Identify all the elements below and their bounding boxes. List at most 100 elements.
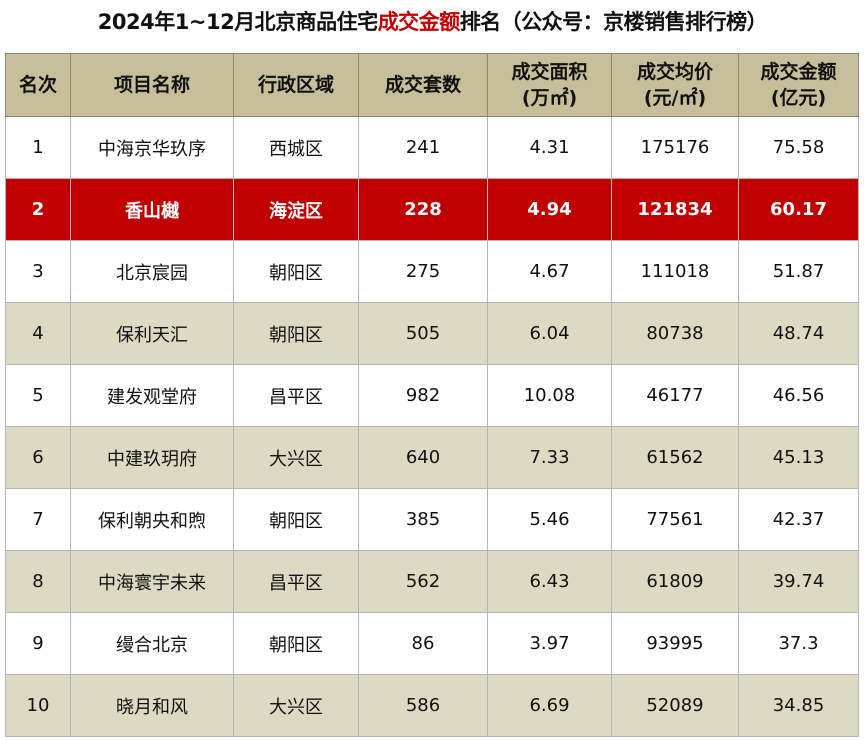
column-header-district: 行政区域	[233, 53, 359, 117]
cell-units-sold: 586	[358, 674, 488, 737]
cell-units-sold: 86	[358, 612, 488, 675]
cell-total-amount: 48.74	[738, 302, 859, 365]
cell-project-name: 缦合北京	[70, 612, 234, 675]
cell-avg-price: 61562	[611, 426, 739, 489]
column-header-label: 名次	[18, 74, 57, 96]
cell-units-sold: 385	[358, 488, 488, 551]
cell-district: 昌平区	[233, 364, 359, 427]
title-highlight: 成交金额	[377, 10, 461, 34]
column-header-avg-price: 成交均价 (元/㎡)	[611, 53, 739, 117]
cell-area: 4.31	[487, 116, 612, 179]
cell-avg-price: 111018	[611, 240, 739, 303]
cell-total-amount: 51.87	[738, 240, 859, 303]
table-row: 10 晓月和风 大兴区 586 6.69 52089 34.85	[5, 674, 859, 737]
column-header-unit: (万㎡)	[521, 87, 578, 109]
cell-avg-price: 93995	[611, 612, 739, 675]
cell-district: 朝阳区	[233, 612, 359, 675]
cell-total-amount: 39.74	[738, 550, 859, 613]
cell-project-name: 晓月和风	[70, 674, 234, 737]
column-header-unit: (亿元)	[770, 87, 827, 109]
cell-units-sold: 640	[358, 426, 488, 489]
column-header-project-name: 项目名称	[70, 53, 234, 117]
cell-district: 大兴区	[233, 674, 359, 737]
cell-total-amount: 34.85	[738, 674, 859, 737]
cell-rank: 8	[5, 550, 71, 613]
column-header-label: 成交金额	[760, 61, 837, 83]
page-title: 2024年1~12月北京商品住宅成交金额排名（公众号：京楼销售排行榜）	[0, 6, 865, 36]
table-row: 7 保利朝央和煦 朝阳区 385 5.46 77561 42.37	[5, 488, 859, 551]
table-row: 6 中建玖玥府 大兴区 640 7.33 61562 45.13	[5, 426, 859, 489]
cell-district: 朝阳区	[233, 240, 359, 303]
table-row: 9 缦合北京 朝阳区 86 3.97 93995 37.3	[5, 612, 859, 675]
cell-rank: 5	[5, 364, 71, 427]
table-row: 3 北京宸园 朝阳区 275 4.67 111018 51.87	[5, 240, 859, 303]
cell-project-name: 中海京华玖序	[70, 116, 234, 179]
cell-area: 5.46	[487, 488, 612, 551]
cell-avg-price: 175176	[611, 116, 739, 179]
cell-project-name: 保利天汇	[70, 302, 234, 365]
cell-rank: 6	[5, 426, 71, 489]
cell-total-amount: 42.37	[738, 488, 859, 551]
cell-district: 大兴区	[233, 426, 359, 489]
cell-district: 朝阳区	[233, 488, 359, 551]
column-header-rank: 名次	[5, 53, 71, 117]
table-header-row: 名次 项目名称 行政区域 成交套数 成交面积 (万㎡) 成交均价 (元/㎡) 成交金额 (亿元)	[5, 53, 859, 117]
cell-rank: 10	[5, 674, 71, 737]
column-header-unit: (元/㎡)	[643, 87, 707, 109]
cell-units-sold: 275	[358, 240, 488, 303]
cell-units-sold: 505	[358, 302, 488, 365]
cell-avg-price: 121834	[611, 178, 739, 241]
column-header-label: 成交面积	[511, 61, 588, 83]
cell-units-sold: 228	[358, 178, 488, 241]
cell-avg-price: 80738	[611, 302, 739, 365]
cell-area: 6.04	[487, 302, 612, 365]
cell-units-sold: 982	[358, 364, 488, 427]
cell-district: 朝阳区	[233, 302, 359, 365]
cell-rank: 1	[5, 116, 71, 179]
cell-area: 4.94	[487, 178, 612, 241]
cell-project-name: 建发观堂府	[70, 364, 234, 427]
cell-area: 4.67	[487, 240, 612, 303]
cell-units-sold: 241	[358, 116, 488, 179]
ranking-table: 名次 项目名称 行政区域 成交套数 成交面积 (万㎡) 成交均价 (元/㎡) 成交金额 (亿元) …	[5, 53, 859, 737]
cell-area: 7.33	[487, 426, 612, 489]
cell-total-amount: 37.3	[738, 612, 859, 675]
title-prefix: 2024年1~12月北京商品住宅	[97, 10, 378, 34]
cell-avg-price: 61809	[611, 550, 739, 613]
cell-project-name: 中海寰宇未来	[70, 550, 234, 613]
cell-area: 6.69	[487, 674, 612, 737]
table-row: 2 香山樾 海淀区 228 4.94 121834 60.17	[5, 178, 859, 241]
column-header-label: 成交套数	[384, 74, 461, 96]
cell-district: 海淀区	[233, 178, 359, 241]
cell-area: 3.97	[487, 612, 612, 675]
cell-avg-price: 77561	[611, 488, 739, 551]
cell-total-amount: 60.17	[738, 178, 859, 241]
cell-area: 6.43	[487, 550, 612, 613]
cell-project-name: 保利朝央和煦	[70, 488, 234, 551]
column-header-label: 项目名称	[113, 74, 190, 96]
cell-avg-price: 46177	[611, 364, 739, 427]
cell-project-name: 北京宸园	[70, 240, 234, 303]
title-suffix: 排名（公众号：京楼销售排行榜）	[459, 10, 768, 34]
column-header-label: 成交均价	[636, 61, 713, 83]
cell-units-sold: 562	[358, 550, 488, 613]
table-row: 8 中海寰宇未来 昌平区 562 6.43 61809 39.74	[5, 550, 859, 613]
column-header-area: 成交面积 (万㎡)	[487, 53, 612, 117]
table-row: 4 保利天汇 朝阳区 505 6.04 80738 48.74	[5, 302, 859, 365]
cell-rank: 7	[5, 488, 71, 551]
cell-total-amount: 75.58	[738, 116, 859, 179]
cell-rank: 3	[5, 240, 71, 303]
cell-total-amount: 46.56	[738, 364, 859, 427]
cell-rank: 4	[5, 302, 71, 365]
cell-district: 西城区	[233, 116, 359, 179]
cell-district: 昌平区	[233, 550, 359, 613]
cell-total-amount: 45.13	[738, 426, 859, 489]
table-row: 5 建发观堂府 昌平区 982 10.08 46177 46.56	[5, 364, 859, 427]
cell-project-name: 中建玖玥府	[70, 426, 234, 489]
cell-rank: 9	[5, 612, 71, 675]
cell-area: 10.08	[487, 364, 612, 427]
cell-avg-price: 52089	[611, 674, 739, 737]
cell-rank: 2	[5, 178, 71, 241]
column-header-units-sold: 成交套数	[358, 53, 488, 117]
cell-project-name: 香山樾	[70, 178, 234, 241]
